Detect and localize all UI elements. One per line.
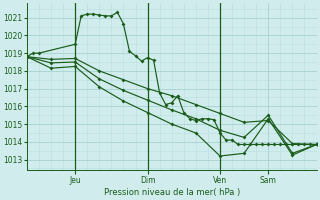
X-axis label: Pression niveau de la mer( hPa ): Pression niveau de la mer( hPa ) (104, 188, 240, 197)
